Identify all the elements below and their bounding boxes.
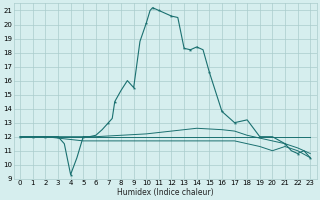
X-axis label: Humidex (Indice chaleur): Humidex (Indice chaleur)	[117, 188, 213, 197]
